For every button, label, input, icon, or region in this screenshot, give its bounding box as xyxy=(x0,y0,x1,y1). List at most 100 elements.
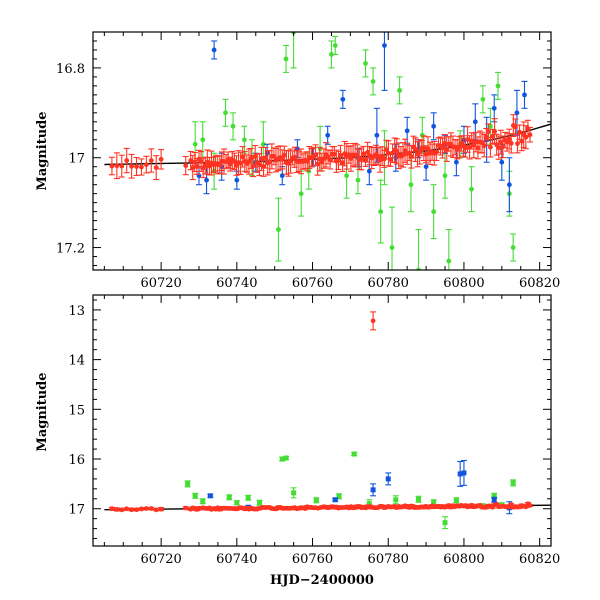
top-red-point xyxy=(191,152,198,173)
top-green-point xyxy=(495,71,502,100)
top-red-point-marker xyxy=(346,152,352,158)
bottom-red-point-marker xyxy=(143,506,149,511)
top-red-point-marker xyxy=(488,144,493,150)
top-red-point-marker xyxy=(256,162,262,168)
bottom-blue-point xyxy=(457,460,464,487)
bottom-y-axis-label: Magnitude xyxy=(35,372,50,451)
top-red-point-marker xyxy=(315,161,321,167)
top-data-layer xyxy=(104,32,551,270)
bottom-red-point xyxy=(526,503,533,508)
top-red-point-marker xyxy=(231,158,237,164)
bottom-blue-point xyxy=(370,483,377,497)
bottom-green-point-marker xyxy=(257,500,263,506)
top-blue-point-marker xyxy=(499,159,505,165)
top-red-point-marker xyxy=(238,160,244,166)
bottom-x-tick-label: 60760 xyxy=(292,552,333,567)
bottom-green-point-marker xyxy=(200,498,206,504)
top-red-point xyxy=(456,136,463,159)
bottom-green-point-marker xyxy=(351,451,357,457)
top-red-point-marker xyxy=(143,162,149,168)
bottom-blue-point-marker xyxy=(385,476,391,482)
top-blue-point-marker xyxy=(491,105,497,111)
top-red-point-marker xyxy=(252,153,258,159)
top-red-point-marker xyxy=(321,156,327,161)
bottom-data-layer xyxy=(104,311,551,530)
bottom-red-point-marker xyxy=(158,506,164,512)
top-red-point-marker xyxy=(506,136,512,142)
top-red-point xyxy=(279,149,286,170)
bottom-green-point-marker xyxy=(313,497,319,503)
top-green-point-marker xyxy=(283,56,289,62)
top-green-point-marker xyxy=(469,186,474,192)
bottom-x-axis-label: HJD−2400000 xyxy=(270,573,374,588)
top-green-point xyxy=(430,184,437,240)
bottom-green-point xyxy=(233,500,240,506)
top-red-point-marker xyxy=(498,139,504,145)
bottom-green-point-marker xyxy=(291,490,297,496)
bottom-red-point-marker xyxy=(148,506,154,511)
bottom-green-point xyxy=(199,498,206,505)
top-blue-point-marker xyxy=(340,96,346,102)
top-red-point-marker xyxy=(331,151,337,157)
top-green-point xyxy=(468,166,475,213)
top-panel-magnitude-zoom: Magnitude 60720 60740 60760 60780 60800 60820… xyxy=(35,31,560,291)
bottom-green-point-marker xyxy=(336,493,342,499)
top-red-point xyxy=(182,155,189,176)
top-red-point-marker xyxy=(119,163,125,169)
bottom-green-point xyxy=(442,516,449,530)
bottom-blue-point xyxy=(491,496,498,503)
top-x-tick-label: 60760 xyxy=(292,276,333,291)
bottom-green-point-marker xyxy=(226,494,232,500)
top-red-point xyxy=(452,139,459,156)
bottom-red-outlier-point xyxy=(370,311,377,331)
top-red-point-marker xyxy=(475,145,481,151)
top-green-point xyxy=(479,85,486,114)
top-green-point-marker xyxy=(495,83,501,89)
top-red-point-marker xyxy=(304,158,310,164)
top-red-point-marker xyxy=(292,154,298,160)
top-red-point-marker xyxy=(363,156,368,162)
top-red-point-marker xyxy=(492,128,498,134)
top-green-point-marker xyxy=(260,141,266,147)
bottom-green-point-marker xyxy=(510,480,516,486)
top-green-point-marker xyxy=(408,182,414,188)
top-green-point-marker xyxy=(510,245,516,250)
bottom-blue-point xyxy=(460,459,467,486)
top-blue-point-marker xyxy=(374,132,380,138)
top-red-point-marker xyxy=(183,163,189,168)
top-red-point-marker xyxy=(442,140,448,146)
top-green-point xyxy=(275,197,282,262)
top-red-point-marker xyxy=(425,146,431,152)
top-red-point-marker xyxy=(139,164,144,170)
bottom-red-point xyxy=(158,506,165,512)
top-green-point-marker xyxy=(431,209,437,215)
top-red-point-marker xyxy=(340,160,346,166)
bottom-green-point-marker xyxy=(245,495,251,501)
top-red-point xyxy=(128,153,135,179)
bottom-green-point xyxy=(256,499,263,506)
bottom-red-point-marker xyxy=(124,506,130,512)
top-red-point-marker xyxy=(271,153,277,159)
top-red-point-marker xyxy=(109,163,115,169)
top-x-tick-label: 60740 xyxy=(216,276,257,291)
top-green-point xyxy=(230,112,237,141)
top-red-point xyxy=(526,126,533,143)
bottom-green-point xyxy=(313,497,320,504)
top-red-point-marker xyxy=(327,157,333,163)
top-blue-point xyxy=(506,157,513,213)
top-red-point-marker xyxy=(217,162,223,168)
bottom-red-point xyxy=(113,507,120,512)
top-blue-point-marker xyxy=(423,164,429,170)
top-red-point-marker xyxy=(148,158,154,163)
top-red-point-marker xyxy=(519,138,525,144)
top-red-point xyxy=(256,153,263,177)
top-green-point-marker xyxy=(223,110,228,116)
top-green-point xyxy=(370,67,377,96)
top-green-point xyxy=(222,98,229,127)
top-red-point-marker xyxy=(192,159,198,165)
bottom-y-tick-label: 17 xyxy=(68,503,85,518)
top-red-point-marker xyxy=(394,148,400,154)
top-red-point-marker xyxy=(240,154,246,160)
top-green-point-marker xyxy=(192,141,198,147)
